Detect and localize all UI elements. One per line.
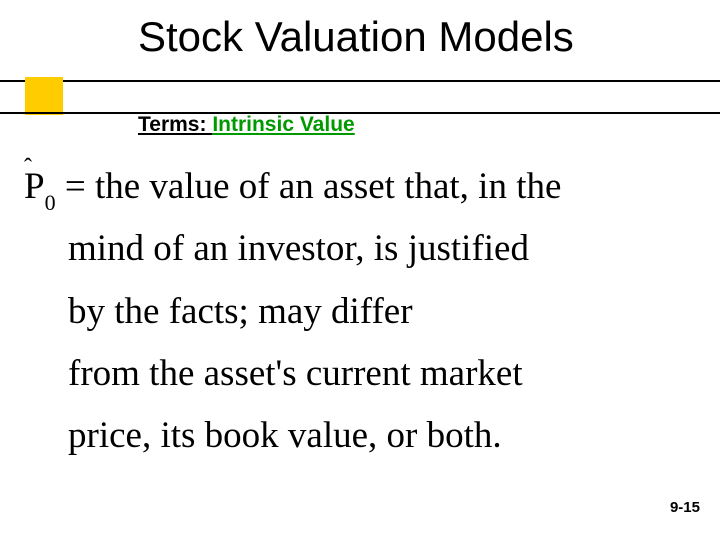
definition-body: ˆP0 = the value of an asset that, in the… xyxy=(24,156,704,467)
body-line-3: by the facts; may differ xyxy=(24,281,704,343)
slide-title: Stock Valuation Models xyxy=(138,14,638,59)
title-block: Stock Valuation Models xyxy=(138,14,638,59)
body-line-2: mind of an investor, is justified xyxy=(24,218,704,280)
symbol-p-hat-zero: ˆP0 xyxy=(24,156,56,218)
body-line-5: price, its book value, or both. xyxy=(24,405,704,467)
subtitle: Terms: Intrinsic Value xyxy=(138,113,355,137)
slide: Stock Valuation Models Terms: Intrinsic … xyxy=(0,0,720,540)
equals-sign: = xyxy=(56,166,95,207)
hat-accent: ˆ xyxy=(24,148,32,188)
symbol-sub-zero: 0 xyxy=(45,190,56,215)
subtitle-prefix: Terms: xyxy=(138,113,212,136)
rule-line-bottom xyxy=(0,112,720,114)
rule-line-top xyxy=(0,80,720,82)
body-line-1: ˆP0 = the value of an asset that, in the xyxy=(24,156,704,218)
page-number: 9-15 xyxy=(670,499,700,516)
body-line-4: from the asset's current market xyxy=(24,343,704,405)
subtitle-highlight: Intrinsic Value xyxy=(212,113,354,136)
accent-square xyxy=(25,77,63,115)
line1-rest: the value of an asset that, in the xyxy=(95,166,561,207)
